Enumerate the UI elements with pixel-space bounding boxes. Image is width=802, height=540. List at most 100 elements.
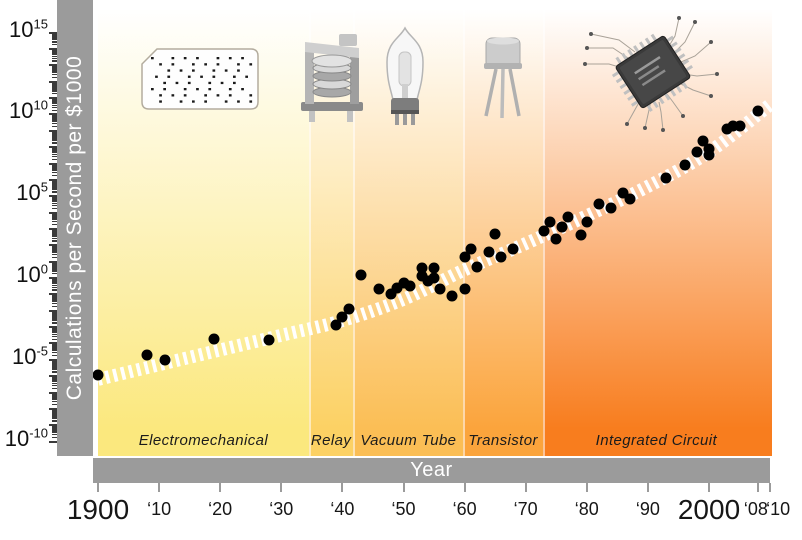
data-point xyxy=(703,149,715,161)
y-axis-tick-minor xyxy=(52,366,57,368)
y-axis-tick-minor xyxy=(52,36,57,38)
y-axis-tick-minor xyxy=(52,273,57,275)
y-axis-tick-minor xyxy=(52,199,57,202)
y-axis-tick-minor xyxy=(52,266,57,268)
y-axis-tick-minor xyxy=(52,404,57,406)
y-tick-label: 1015 xyxy=(9,16,48,42)
y-axis-tick-major xyxy=(49,342,57,345)
y-axis-tick-minor xyxy=(52,299,57,301)
x-tick-label: ‘90 xyxy=(635,499,660,519)
y-axis-tick-minor xyxy=(52,394,57,396)
y-axis-tick-minor xyxy=(52,35,57,37)
x-axis-tick xyxy=(708,483,710,492)
y-axis-tick-minor xyxy=(52,73,57,76)
y-axis-tick-minor xyxy=(52,137,57,139)
y-axis-tick-minor xyxy=(52,417,57,419)
x-axis-title: Year xyxy=(410,459,453,481)
data-point xyxy=(391,282,403,294)
y-axis-tick-minor xyxy=(52,221,57,223)
era-label: Transistor xyxy=(468,432,538,449)
y-axis-tick-minor xyxy=(52,76,57,79)
y-axis-tick-minor xyxy=(52,49,57,52)
y-axis-tick-minor xyxy=(52,313,57,315)
data-point xyxy=(727,120,739,132)
y-axis-tick-minor xyxy=(52,104,57,106)
x-axis-tick xyxy=(756,483,759,492)
data-point xyxy=(697,135,709,147)
y-axis-tick-minor xyxy=(52,66,57,68)
y-axis-tick-minor xyxy=(52,106,57,108)
x-axis-tick xyxy=(341,483,344,492)
data-point xyxy=(703,143,715,155)
y-axis-tick-minor xyxy=(52,202,57,205)
y-axis-tick-minor xyxy=(52,348,57,350)
data-point xyxy=(385,288,397,300)
y-axis-tick-major xyxy=(49,48,57,50)
y-axis-tick-minor xyxy=(52,93,57,95)
y-axis-tick-minor xyxy=(52,155,57,158)
y-axis-tick-major xyxy=(49,277,57,279)
data-point xyxy=(355,269,367,281)
y-axis-tick-minor xyxy=(52,399,57,401)
y-axis-tick-major xyxy=(49,293,57,296)
y-axis-tick-minor xyxy=(52,116,57,119)
y-axis-tick-minor xyxy=(52,278,57,281)
x-axis-tick xyxy=(769,483,772,492)
y-axis-bar: Calculations per Second per $1000 xyxy=(57,0,93,456)
y-axis-tick-major xyxy=(49,31,57,34)
y-axis-tick-minor xyxy=(52,34,57,36)
y-axis-tick-major xyxy=(49,64,57,67)
y-axis-tick-minor xyxy=(52,135,57,138)
y-axis-tick-minor xyxy=(52,430,57,432)
y-axis-tick-minor xyxy=(52,118,57,120)
y-axis-tick-minor xyxy=(52,70,57,72)
y-axis-tick-minor xyxy=(52,123,57,125)
y-axis-tick-minor xyxy=(52,282,57,285)
data-point xyxy=(343,303,354,315)
y-axis-tick-major xyxy=(49,227,57,230)
data-point xyxy=(434,283,446,295)
y-axis-tick-minor xyxy=(52,214,57,216)
y-axis-tick-minor xyxy=(52,158,57,160)
relay-icon xyxy=(301,34,363,122)
y-axis-tick-minor xyxy=(52,170,57,172)
y-axis-tick-major xyxy=(49,113,57,116)
y-tick-label: 100 xyxy=(16,261,48,287)
y-axis-tick-minor xyxy=(52,368,57,370)
y-axis-tick-minor xyxy=(52,333,57,335)
y-axis-tick-minor xyxy=(52,217,57,219)
data-point xyxy=(404,280,416,292)
data-point xyxy=(459,251,471,263)
era-label: Electromechanical xyxy=(138,432,269,449)
y-axis-tick-minor xyxy=(52,66,57,69)
y-axis-tick-minor xyxy=(52,139,57,141)
y-axis-tick-minor xyxy=(52,153,57,155)
data-point xyxy=(752,105,764,117)
data-point xyxy=(734,120,746,132)
data-point xyxy=(550,233,562,245)
y-axis-tick-major xyxy=(49,424,57,427)
y-axis-tick-minor xyxy=(52,415,57,417)
data-point xyxy=(459,283,471,295)
y-axis-tick-minor xyxy=(52,235,57,237)
y-axis-tick-minor xyxy=(52,322,57,324)
x-tick-label: ‘50 xyxy=(391,499,416,519)
y-axis-tick-minor xyxy=(52,281,57,283)
y-axis-tick-minor xyxy=(52,53,57,56)
y-axis-tick-minor xyxy=(52,393,57,395)
y-axis-tick-minor xyxy=(52,191,57,193)
x-tick-label: ‘30 xyxy=(269,499,294,519)
era-label: Vacuum Tube xyxy=(360,432,457,449)
data-point xyxy=(336,311,348,323)
data-point xyxy=(465,243,477,255)
y-axis-tick-minor xyxy=(52,332,57,334)
y-axis-tick-minor xyxy=(52,134,57,136)
y-axis-tick-minor xyxy=(52,213,57,215)
y-axis-tick-minor xyxy=(52,246,57,249)
y-axis-tick-major xyxy=(49,407,57,410)
data-point xyxy=(422,275,434,287)
y-axis-tick-minor xyxy=(52,360,57,362)
y-axis-tick-minor xyxy=(52,149,57,152)
data-point xyxy=(416,270,428,282)
y-axis-tick-minor xyxy=(52,396,57,398)
